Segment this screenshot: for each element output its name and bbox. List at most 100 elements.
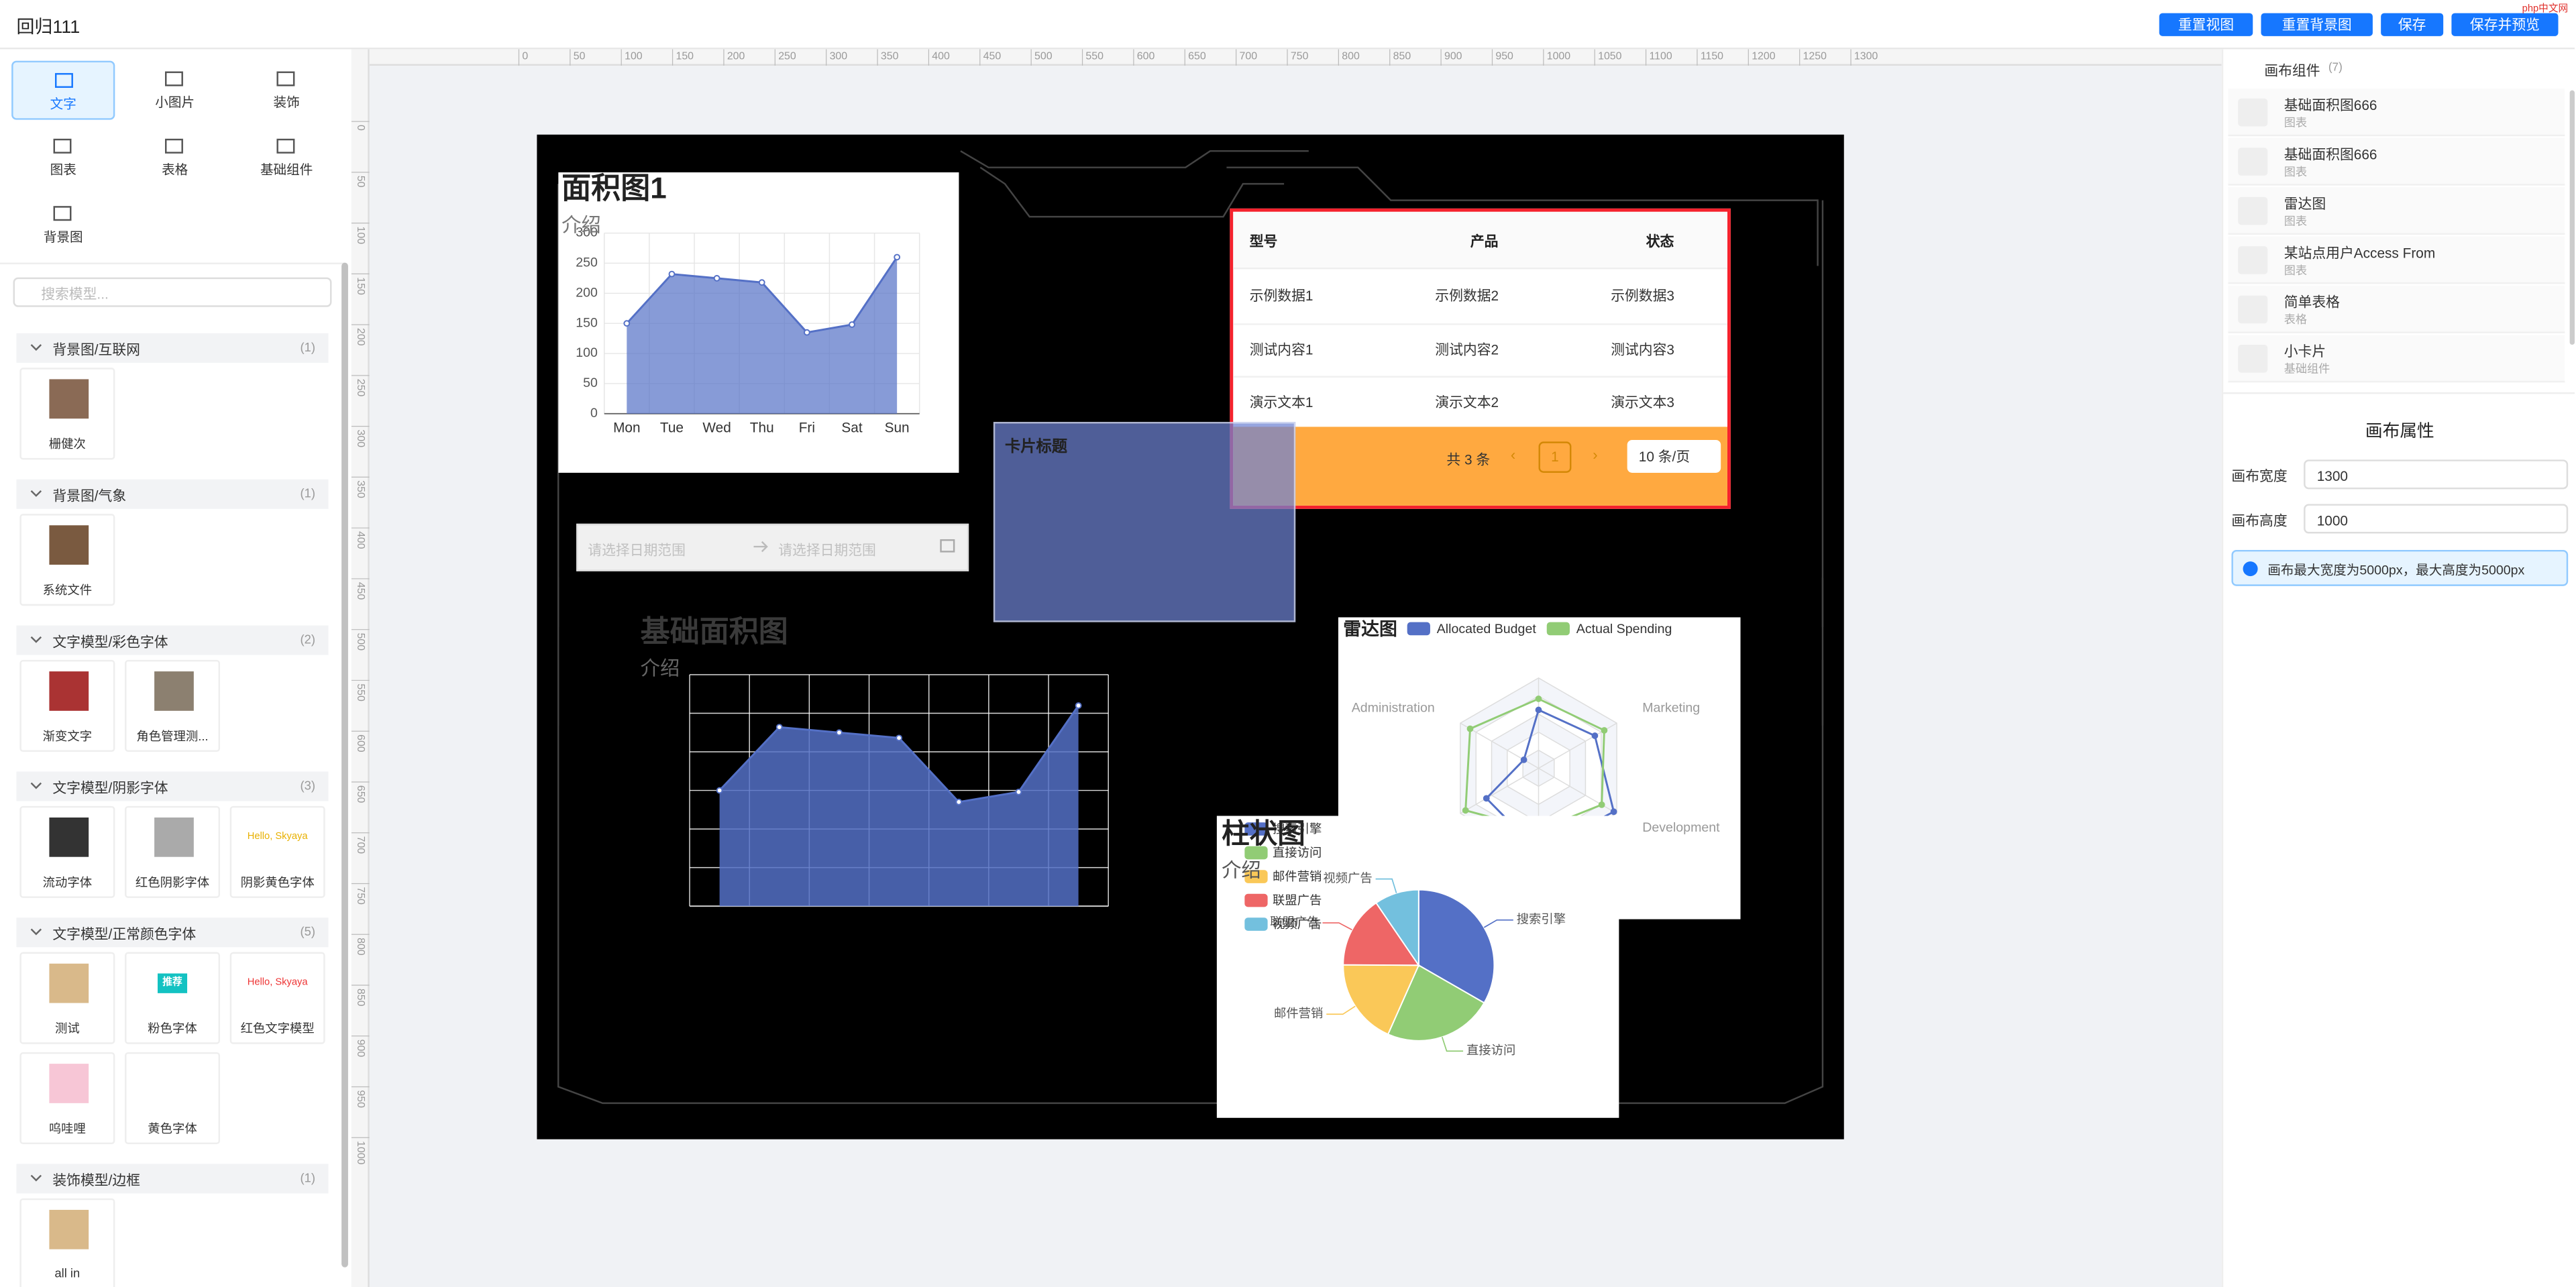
header-button[interactable]: 保存并预览 [2451, 13, 2559, 36]
tool-label: 装饰 [273, 95, 300, 110]
model-tile[interactable]: 推荐 粉色字体 [125, 952, 220, 1044]
model-label: 测试 [54, 1021, 80, 1036]
tool-icon [164, 71, 183, 87]
field-value: 1300 [2316, 467, 2349, 485]
search-placeholder: 搜索模型... [41, 285, 109, 302]
tool-button[interactable]: 背景图 [11, 195, 115, 254]
model-tile[interactable]: 红色阴影字体 [125, 805, 220, 898]
ruler-vertical [351, 49, 370, 1287]
field-input[interactable]: 1000 [2304, 504, 2569, 534]
tool-icon [276, 71, 295, 87]
legend-label: Allocated Budget [1437, 622, 1537, 636]
layer-icon [2238, 98, 2268, 127]
model-tile[interactable]: 呜哇哩 [19, 1052, 115, 1145]
header-button[interactable]: 重置背景图 [2261, 13, 2373, 36]
pie-leader [1483, 919, 1513, 928]
chevron-line [30, 782, 42, 789]
radar-indicator-label: Development [1642, 820, 1720, 835]
frame-line [979, 166, 1285, 218]
frame-line [557, 577, 1824, 726]
date-range-picker[interactable]: 请选择日期范围 请选择日期范围 [576, 523, 969, 571]
group-name: 文字模型/正常颜色字体 [52, 926, 197, 942]
tool-button[interactable]: 装饰 [235, 61, 338, 120]
model-thumbnail: 推荐 [133, 963, 212, 1003]
ruler-label: 650 [1188, 51, 1206, 62]
model-tile[interactable]: 栅健次 [19, 368, 115, 460]
model-tile[interactable]: 测试 [19, 952, 115, 1044]
area-fill [627, 257, 898, 414]
group-header[interactable]: 装饰模型/边框 (1) [16, 1164, 329, 1194]
tool-icon [54, 72, 73, 88]
chart-title: 面积图1 [561, 172, 667, 205]
group-header[interactable]: 文字模型/彩色字体 (2) [16, 625, 329, 655]
y-tick-label: 150 [576, 315, 598, 330]
ruler-label: 950 [355, 1090, 366, 1108]
x-tick-label: Tue [660, 420, 684, 435]
legend-label: Actual Spending [1576, 622, 1672, 636]
layer-name: 基础面积图666 [2284, 97, 2377, 113]
layer-name: 雷达图 [2284, 195, 2326, 212]
header-button[interactable]: 重置视图 [2159, 13, 2253, 36]
table-cell: 演示文本2 [1435, 394, 1499, 410]
tool-button[interactable]: 基础组件 [235, 128, 338, 187]
model-tile[interactable]: Hello, Skyaya 阴影黄色字体 [229, 805, 325, 898]
pagination-page[interactable]: 1 [1538, 441, 1572, 473]
layer-item[interactable]: 雷达图 图表 [2228, 187, 2565, 235]
chart-subtitle: 介绍 [1222, 859, 1261, 881]
x-tick-label: Mon [613, 420, 640, 435]
group-count: (1) [300, 1170, 315, 1186]
group-count: (3) [300, 778, 315, 793]
chevron-line [30, 1174, 42, 1182]
tool-button[interactable]: 表格 [123, 128, 227, 187]
pie-leader [1375, 878, 1397, 893]
layer-name: 基础面积图666 [2284, 146, 2377, 163]
field-input[interactable]: 1300 [2304, 459, 2569, 490]
divider [2223, 392, 2575, 394]
model-label: 呜哇哩 [48, 1121, 86, 1136]
layer-item[interactable]: 简单表格 表格 [2228, 285, 2565, 333]
layer-item[interactable]: 基础面积图666 图表 [2228, 137, 2565, 186]
ruler-label: 750 [1291, 51, 1309, 62]
layer-item[interactable]: 某站点用户Access From 图表 [2228, 236, 2565, 284]
data-point [849, 321, 855, 328]
pie-leader [1326, 1005, 1356, 1015]
pagination-size[interactable]: 10 条/页 [1627, 439, 1721, 473]
model-tile[interactable]: 渐变文字 [19, 659, 115, 752]
model-tile[interactable]: Hello, Skyaya 红色文字模型 [229, 952, 325, 1044]
ruler-label: 900 [355, 1040, 366, 1058]
layers-count: (7) [2328, 62, 2343, 74]
ruler-label: 0 [522, 51, 528, 62]
pagination-prev[interactable]: ‹ [1510, 446, 1516, 463]
group-count: (5) [300, 924, 315, 940]
model-tile[interactable]: 流动字体 [19, 805, 115, 898]
header-button[interactable]: 保存 [2381, 13, 2444, 36]
group-header[interactable]: 背景图/互联网 (1) [16, 333, 329, 363]
icon-shape [164, 71, 183, 87]
app-title: 回归111 [16, 17, 80, 38]
search-box[interactable]: 搜索模型... [13, 277, 332, 307]
pagination-next[interactable]: › [1593, 446, 1598, 463]
ruler-label: 250 [355, 379, 366, 397]
tool-button[interactable]: 图表 [11, 128, 115, 187]
radar-point [1520, 757, 1527, 763]
model-tile[interactable]: 黄色字体 [125, 1052, 220, 1145]
table-cell: 测试内容3 [1611, 340, 1675, 357]
layer-item[interactable]: 小卡片 基础组件 [2228, 335, 2565, 383]
layer-name: 小卡片 [2284, 343, 2326, 360]
layer-item[interactable]: 基础面积图666 图表 [2228, 89, 2565, 137]
chart-title: 基础面积图 [641, 616, 788, 649]
x-tick-label: Sat [841, 420, 862, 435]
ruler-label: 200 [727, 51, 745, 62]
group-header[interactable]: 文字模型/正常颜色字体 (5) [16, 917, 329, 948]
tool-button[interactable]: 文字 [11, 60, 115, 120]
model-tile[interactable]: 系统文件 [19, 514, 115, 606]
model-label: 角色管理测... [136, 728, 209, 744]
model-tile[interactable]: 角色管理测... [125, 659, 220, 752]
group-name: 文字模型/彩色字体 [52, 633, 168, 651]
group-header[interactable]: 背景图/气象 (1) [16, 479, 329, 509]
chevron-line [30, 928, 42, 936]
model-tile[interactable]: all in [19, 1198, 115, 1287]
group-header[interactable]: 文字模型/阴影字体 (3) [16, 771, 329, 801]
tool-button[interactable]: 小图片 [123, 61, 227, 120]
